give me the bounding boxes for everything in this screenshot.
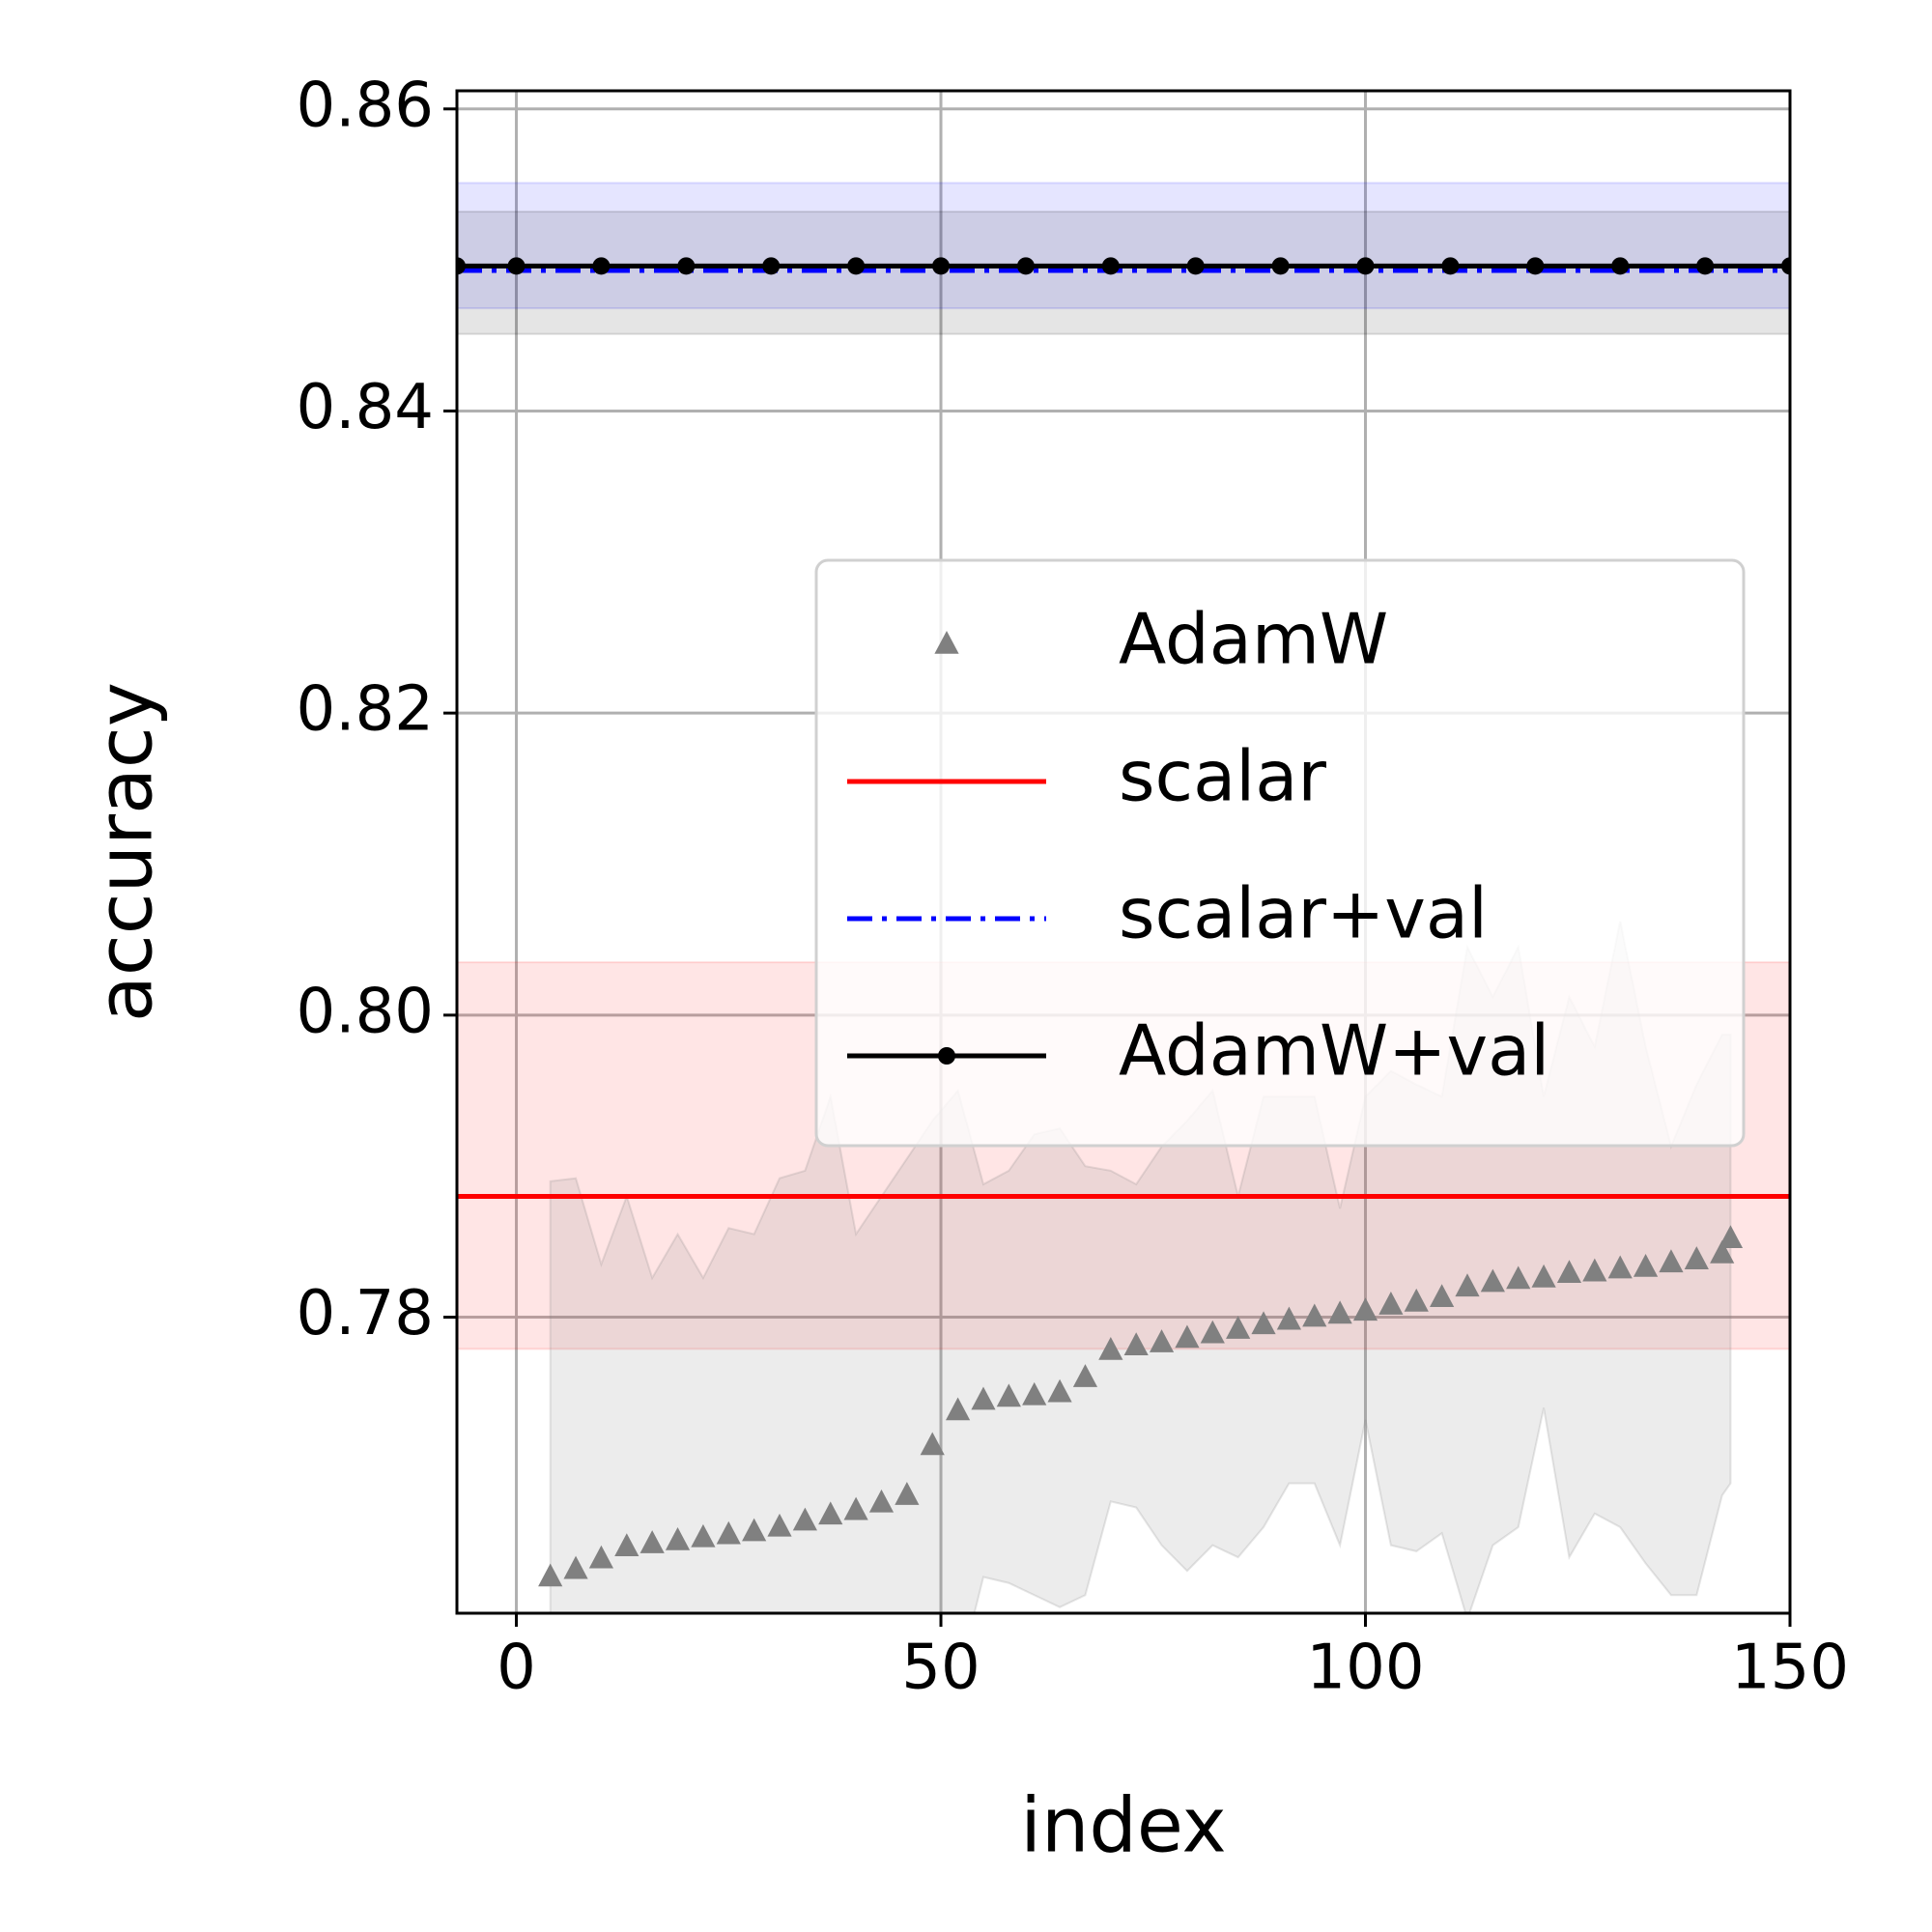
circle-marker (1526, 257, 1545, 275)
legend-label: AdamW (1119, 599, 1388, 680)
triangle-marker (1480, 1268, 1505, 1293)
triangle-marker (1556, 1260, 1582, 1284)
triangle-marker (716, 1520, 741, 1545)
circle-marker (1356, 257, 1375, 275)
y-tick-label: 0.80 (297, 976, 435, 1047)
triangle-marker (895, 1482, 920, 1505)
legend-marker (934, 631, 959, 654)
ticks: 0 50 100 150 0.78 0.80 0.82 0.84 0.86 (297, 70, 1850, 1703)
triangle-marker (1582, 1258, 1607, 1282)
triangle-marker (971, 1386, 996, 1410)
triangle-marker (1455, 1273, 1480, 1297)
triangle-marker (1378, 1292, 1404, 1315)
triangle-marker (792, 1507, 817, 1531)
triangle-marker (1684, 1246, 1709, 1269)
circle-marker (1611, 257, 1630, 275)
std-band (457, 182, 1790, 310)
triangle-marker (1531, 1264, 1556, 1288)
triangle-marker (1251, 1311, 1276, 1335)
y-tick-label: 0.86 (297, 70, 435, 141)
triangle-marker (614, 1533, 639, 1557)
triangle-marker (1506, 1265, 1531, 1290)
circle-marker (1696, 257, 1715, 275)
circle-marker (932, 257, 951, 275)
legend-marker (938, 1047, 955, 1065)
triangle-marker (639, 1530, 665, 1553)
triangle-marker (1633, 1253, 1659, 1277)
triangle-marker (1175, 1324, 1200, 1349)
triangle-marker (945, 1397, 971, 1421)
triangle-marker (691, 1523, 716, 1548)
circle-marker (457, 257, 466, 275)
circle-marker (507, 257, 526, 275)
y-tick-label: 0.82 (297, 674, 435, 746)
circle-marker (592, 257, 611, 275)
triangle-marker (1226, 1316, 1251, 1339)
triangle-marker (767, 1513, 792, 1537)
triangle-marker (1022, 1381, 1047, 1406)
triangle-marker (563, 1555, 588, 1579)
triangle-marker (1123, 1332, 1149, 1356)
triangle-marker (588, 1545, 614, 1569)
y-tick-label: 0.78 (297, 1278, 435, 1350)
legend-label: scalar+val (1119, 873, 1488, 954)
triangle-marker (843, 1496, 868, 1520)
circle-marker (1441, 257, 1460, 275)
triangle-marker (1607, 1255, 1633, 1279)
legend-label: scalar (1119, 736, 1326, 817)
triangle-marker (1718, 1225, 1744, 1249)
x-tick-label: 50 (901, 1633, 980, 1704)
triangle-marker (742, 1518, 767, 1542)
triangle-marker (665, 1526, 691, 1550)
triangle-marker (1276, 1306, 1302, 1330)
triangle-marker (1200, 1320, 1225, 1344)
triangle-marker (1352, 1297, 1378, 1321)
triangle-marker (538, 1563, 563, 1587)
triangle-marker (1098, 1336, 1123, 1360)
circle-marker (1271, 257, 1290, 275)
x-tick-label: 100 (1306, 1633, 1424, 1704)
legend-label: AdamW+val (1119, 1010, 1549, 1092)
x-tick-label: 0 (497, 1633, 536, 1704)
triangle-marker (1659, 1249, 1684, 1273)
legend-box (814, 558, 1746, 1148)
triangle-marker (1710, 1239, 1735, 1264)
circle-marker (1101, 257, 1120, 275)
triangle-marker (818, 1501, 843, 1525)
triangle-marker (996, 1383, 1021, 1407)
circle-marker (1781, 257, 1790, 275)
triangle-marker (868, 1489, 895, 1513)
circle-marker (677, 257, 696, 275)
triangle-marker (1149, 1329, 1175, 1352)
y-axis-label: accuracy (82, 682, 169, 1022)
circle-marker (847, 257, 866, 275)
circle-marker (1186, 257, 1205, 275)
legend: AdamW scalar scalar+val AdamW+val (814, 558, 1746, 1148)
x-tick-label: 150 (1731, 1633, 1849, 1704)
circle-marker (762, 257, 781, 275)
triangle-marker (920, 1432, 945, 1456)
triangle-marker (1072, 1364, 1098, 1387)
y-tick-label: 0.84 (297, 372, 435, 443)
axes-frame (455, 89, 1792, 1615)
triangle-marker (1302, 1303, 1327, 1327)
triangle-marker (1047, 1378, 1072, 1403)
triangle-marker (1327, 1300, 1352, 1324)
triangle-marker (1404, 1288, 1429, 1312)
x-axis-label: index (1020, 1782, 1226, 1869)
triangle-marker (1430, 1284, 1455, 1308)
circle-marker (1016, 257, 1035, 275)
